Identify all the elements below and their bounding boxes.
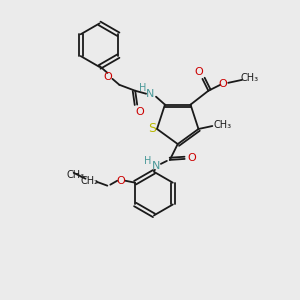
Text: CH₂: CH₂ [80, 176, 98, 186]
Text: O: O [103, 72, 112, 82]
Text: O: O [117, 176, 126, 186]
Text: H: H [144, 156, 152, 166]
Text: S: S [148, 122, 156, 136]
Text: O: O [194, 67, 203, 77]
Text: O: O [187, 153, 196, 163]
Text: CH₃: CH₃ [67, 170, 85, 180]
Text: CH₃: CH₃ [213, 120, 231, 130]
Text: CH₃: CH₃ [241, 73, 259, 83]
Text: N: N [146, 89, 154, 99]
Text: O: O [219, 79, 228, 89]
Text: O: O [136, 106, 145, 117]
Text: N: N [152, 161, 160, 171]
Text: H: H [140, 83, 147, 93]
